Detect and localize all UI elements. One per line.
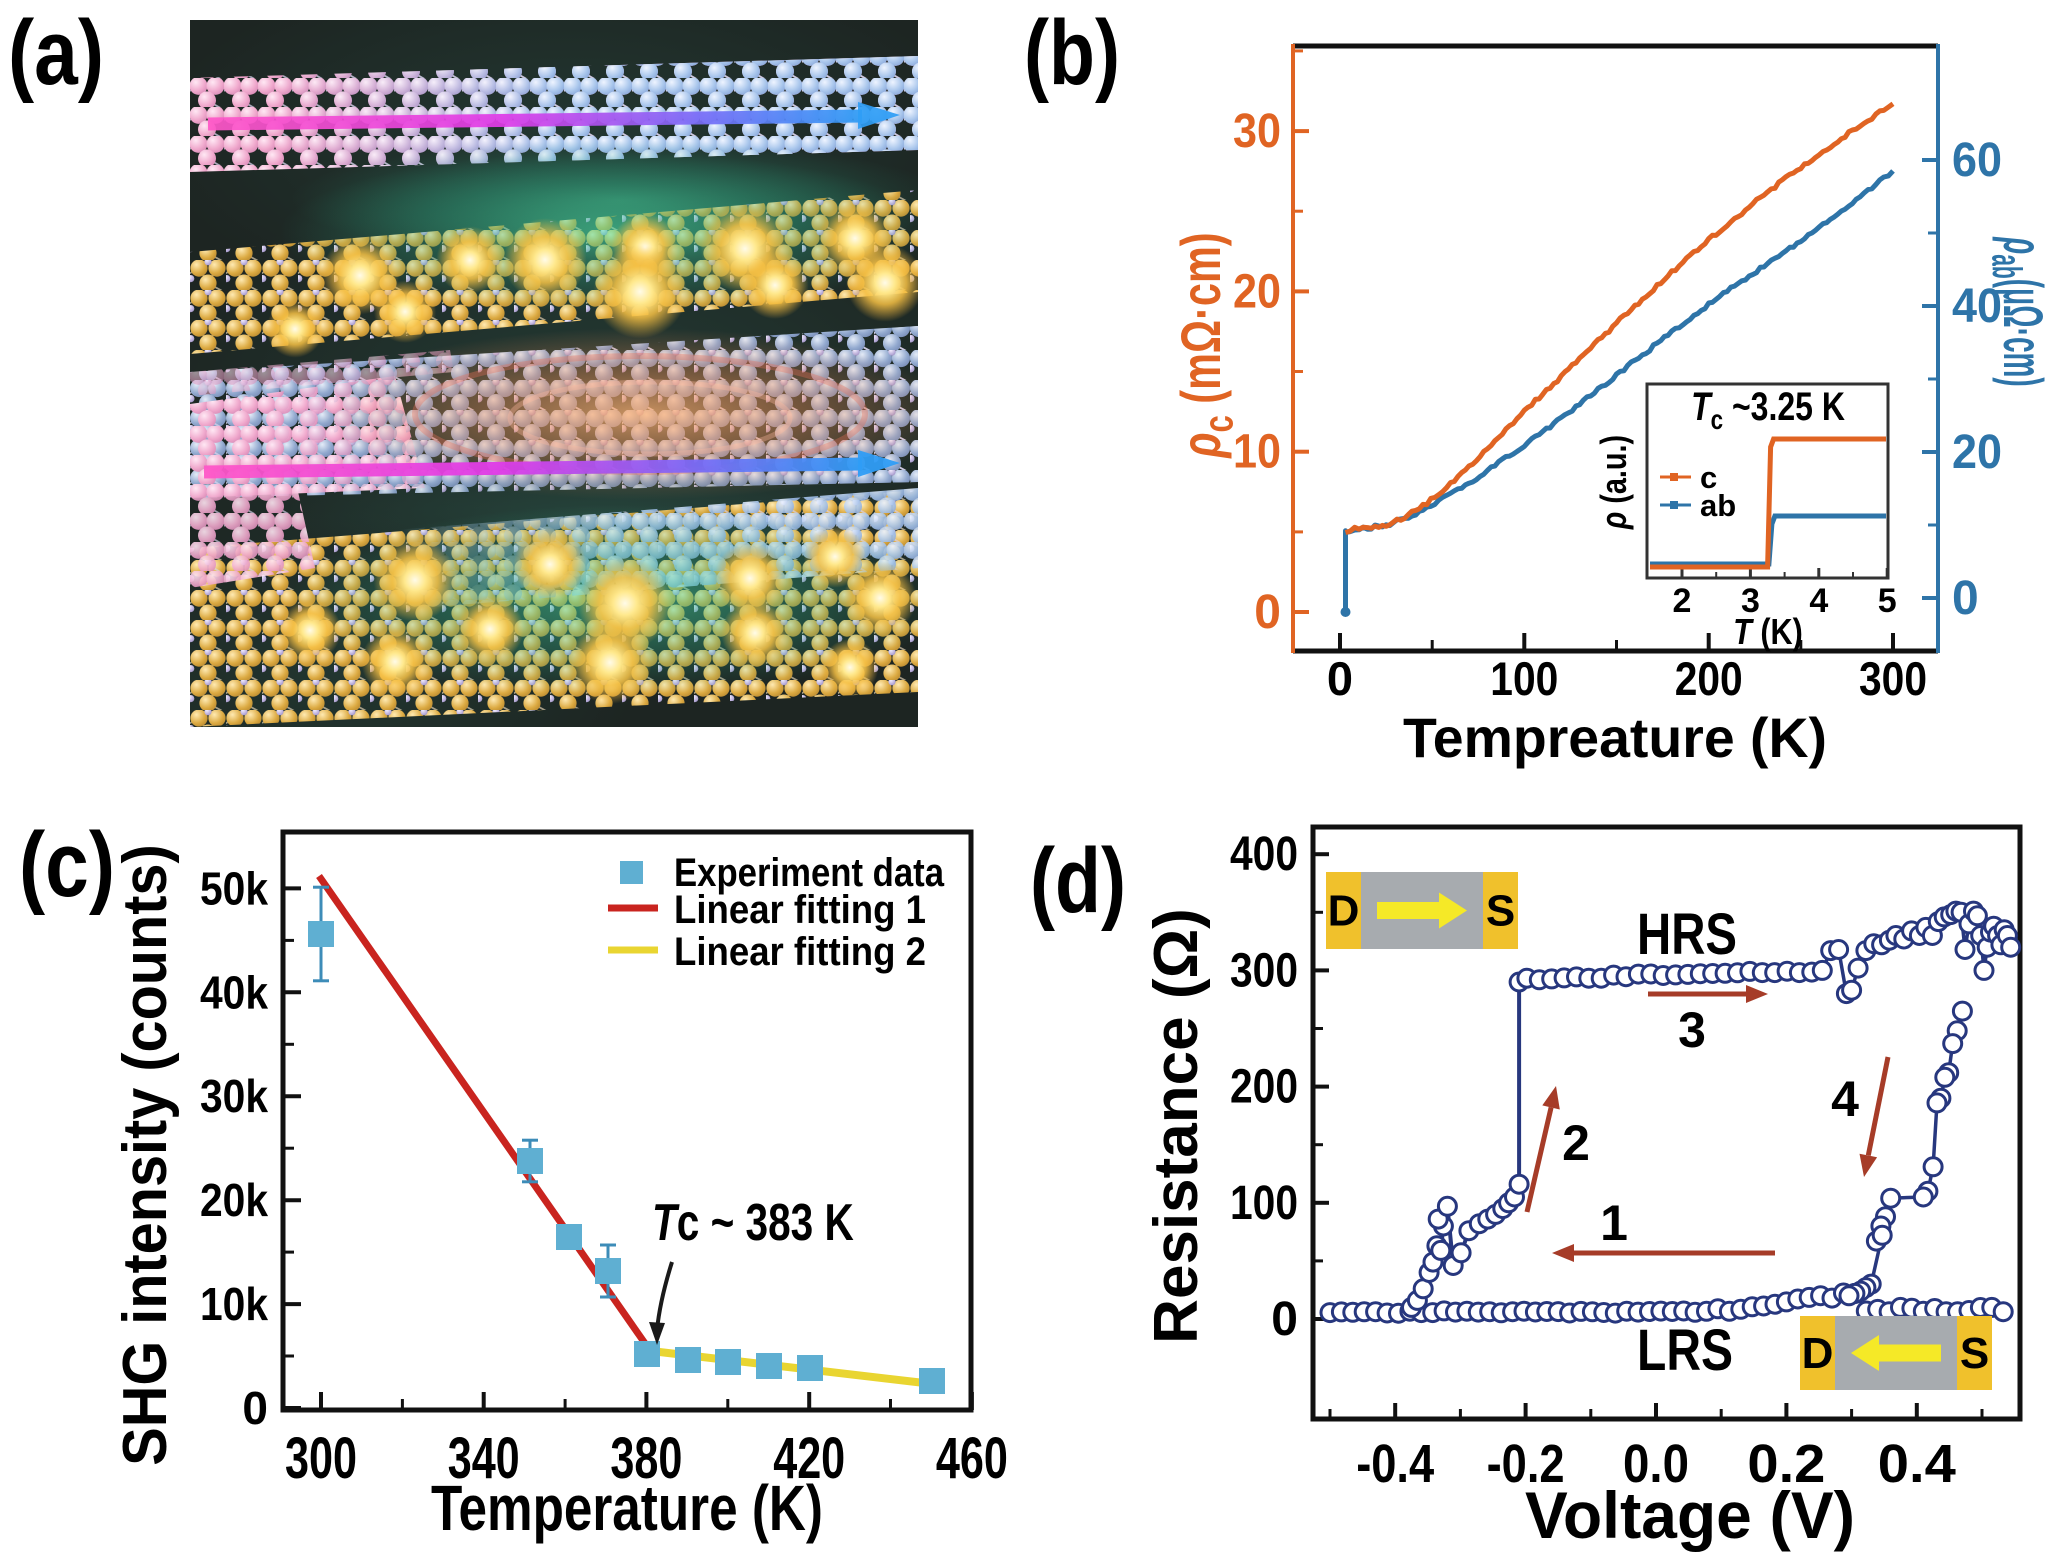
svg-text:200: 200 [1230,1061,1298,1114]
svg-text:T (K): T (K) [1733,613,1803,653]
svg-text:Resistance (Ω): Resistance (Ω) [1142,908,1211,1344]
svg-text:1: 1 [1600,1195,1628,1251]
svg-text:Voltage (V): Voltage (V) [1525,1478,1855,1552]
svg-text:10: 10 [1233,426,1281,479]
svg-text:D: D [1802,1329,1834,1378]
svg-text:Tempreature (K): Tempreature (K) [1403,706,1827,769]
svg-text:20: 20 [1233,265,1281,318]
svg-text:ρab(μΩ·cm): ρab(μΩ·cm) [1982,236,2048,387]
svg-text:0: 0 [1952,572,1979,625]
svg-text:2: 2 [1673,582,1692,620]
svg-text:300: 300 [285,1426,357,1491]
svg-text:50k: 50k [200,862,268,914]
svg-text:3: 3 [1678,1002,1706,1058]
svg-text:0.2: 0.2 [1747,1434,1825,1494]
svg-text:100: 100 [1490,652,1558,705]
svg-text:0: 0 [1271,1293,1298,1346]
svg-text:420: 420 [773,1426,845,1491]
svg-text:LRS: LRS [1637,1318,1733,1383]
svg-text:10k: 10k [200,1278,268,1330]
svg-text:Experiment data: Experiment data [674,851,945,895]
svg-text:30: 30 [1233,105,1281,158]
svg-text:3: 3 [1741,582,1760,620]
svg-text:c: c [1700,460,1717,495]
svg-text:(a): (a) [8,2,104,104]
svg-text:20k: 20k [200,1174,268,1226]
svg-text:-0.4: -0.4 [1356,1434,1434,1494]
svg-text:Linear fitting 2: Linear fitting 2 [674,930,926,974]
svg-text:ρ (a.u.): ρ (a.u.) [1593,435,1634,530]
svg-text:460: 460 [936,1426,1008,1491]
svg-text:2: 2 [1562,1115,1590,1171]
svg-text:ρc (mΩ·cm): ρc (mΩ·cm) [1170,232,1241,459]
svg-text:30k: 30k [200,1070,268,1122]
svg-text:Temperature (K): Temperature (K) [431,1472,823,1544]
svg-text:(c): (c) [19,814,115,916]
svg-text:ab: ab [1700,488,1736,523]
svg-text:200: 200 [1675,652,1743,705]
svg-text:0.4: 0.4 [1878,1434,1956,1494]
svg-text:340: 340 [448,1426,520,1491]
svg-text:S: S [1960,1329,1989,1378]
svg-text:HRS: HRS [1637,902,1737,967]
svg-text:0.0: 0.0 [1623,1434,1689,1494]
svg-text:Tc ~3.25 K: Tc ~3.25 K [1691,384,1845,436]
svg-text:40k: 40k [200,966,268,1018]
svg-text:20: 20 [1952,426,2002,479]
svg-text:0: 0 [242,1382,268,1434]
svg-text:Tc ~ 383 K: Tc ~ 383 K [652,1193,854,1251]
svg-text:SHG intensity (counts): SHG intensity (counts) [110,844,179,1465]
svg-text:(d): (d) [1030,830,1126,932]
svg-text:S: S [1486,887,1515,936]
svg-text:380: 380 [610,1426,682,1491]
svg-text:40: 40 [1952,280,2002,333]
svg-text:100: 100 [1230,1177,1298,1230]
svg-text:60: 60 [1952,134,2002,187]
svg-text:5: 5 [1878,582,1897,620]
svg-text:0: 0 [1254,586,1281,639]
svg-text:-0.2: -0.2 [1487,1434,1565,1494]
svg-text:Linear fitting 1: Linear fitting 1 [674,888,926,932]
svg-text:0: 0 [1327,652,1353,705]
svg-text:300: 300 [1859,652,1927,705]
svg-text:400: 400 [1230,828,1298,881]
svg-text:4: 4 [1831,1071,1859,1127]
svg-text:(b): (b) [1024,2,1120,104]
svg-text:D: D [1328,887,1360,936]
svg-text:4: 4 [1809,582,1828,620]
svg-text:300: 300 [1230,944,1298,997]
